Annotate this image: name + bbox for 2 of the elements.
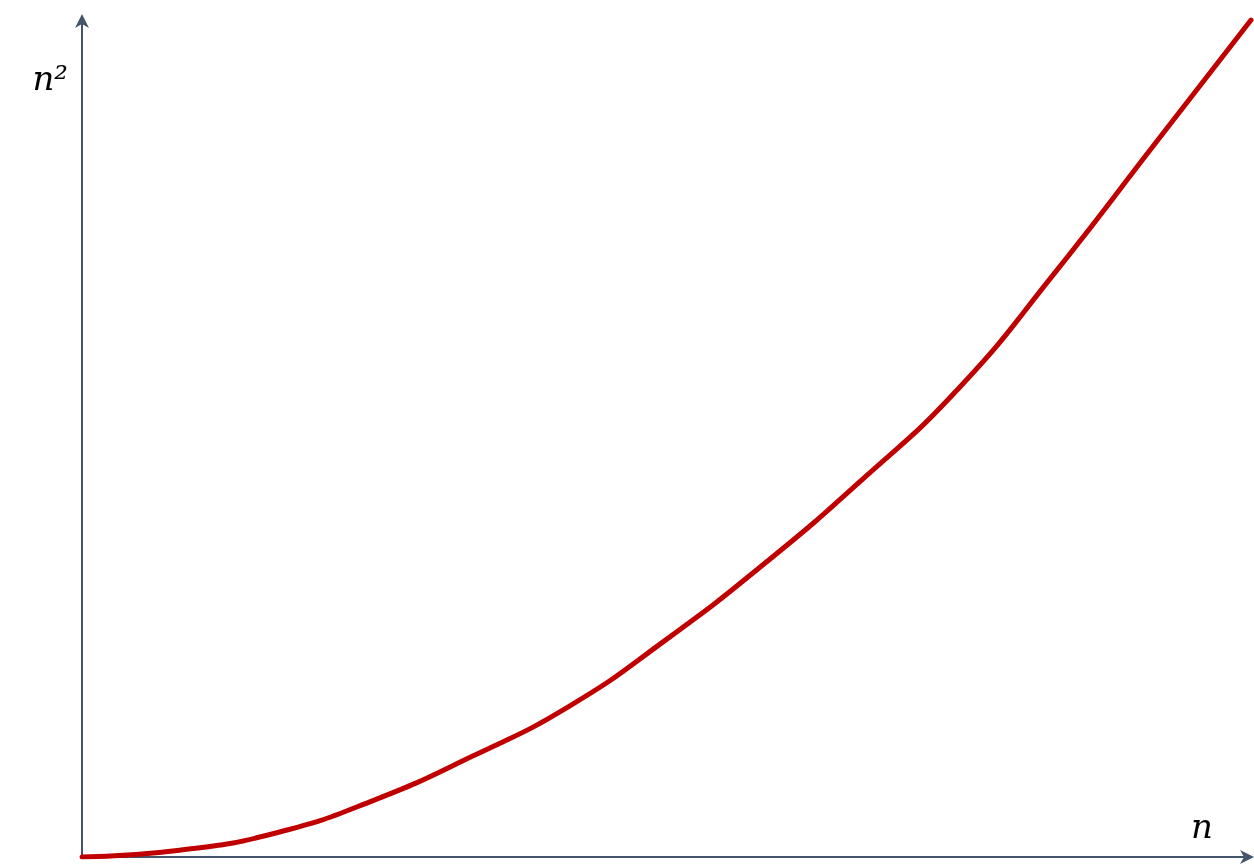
x-axis-title: n [1191, 806, 1213, 846]
y-axis-title: n² [32, 58, 68, 98]
